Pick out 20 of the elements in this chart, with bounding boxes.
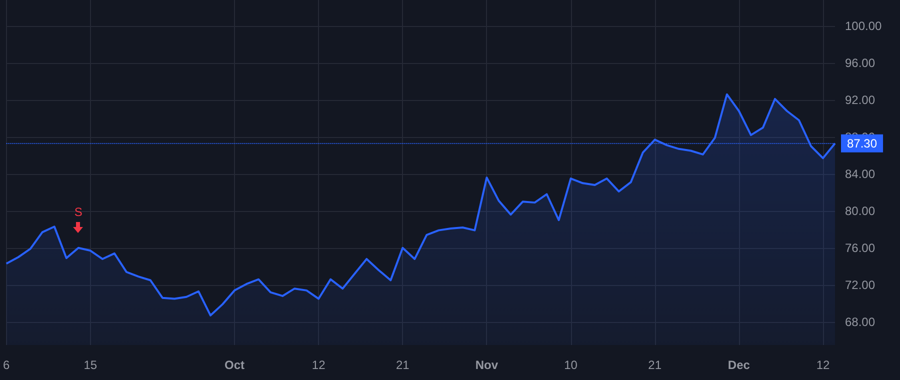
x-tick-label: 21 bbox=[648, 358, 662, 372]
y-tick-label: 80.00 bbox=[845, 204, 876, 218]
x-tick-label: Nov bbox=[475, 358, 498, 372]
y-tick-label: 96.00 bbox=[845, 56, 876, 70]
y-tick-label: 76.00 bbox=[845, 240, 876, 255]
y-tick-label: 68.00 bbox=[845, 314, 876, 329]
y-tick-label: 84.00 bbox=[845, 166, 876, 181]
x-tick-label: 10 bbox=[564, 358, 578, 372]
x-tick-label: 6 bbox=[2, 358, 10, 372]
x-tick-label: 12 bbox=[312, 358, 326, 372]
annotation: S bbox=[74, 204, 82, 219]
x-tick-label: 12 bbox=[816, 358, 830, 372]
y-tick-label: 100.00 bbox=[845, 18, 882, 33]
x-tick-label: Oct bbox=[224, 358, 245, 372]
y-tick-label: 72.00 bbox=[845, 278, 876, 292]
x-tick-label: Dec bbox=[728, 358, 750, 372]
x-tick-label: 15 bbox=[84, 358, 98, 372]
ref-line-label: 87.30 bbox=[847, 136, 878, 150]
x-tick-label: 21 bbox=[396, 358, 410, 372]
y-tick-label: 92.00 bbox=[845, 92, 876, 107]
